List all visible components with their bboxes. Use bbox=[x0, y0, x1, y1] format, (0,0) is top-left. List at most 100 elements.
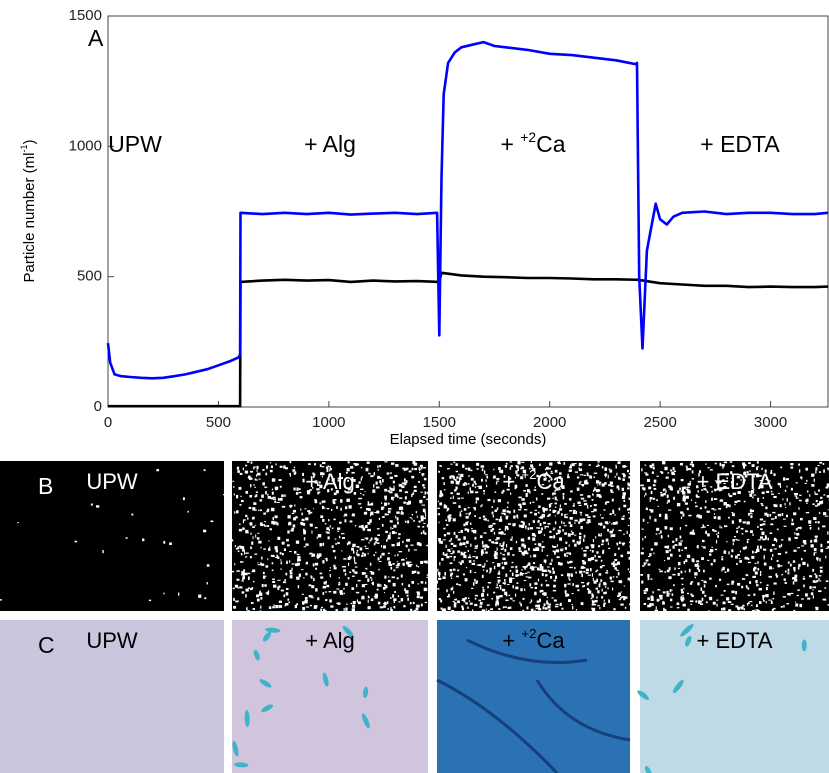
particle bbox=[452, 600, 455, 603]
particle bbox=[467, 528, 470, 533]
particle bbox=[404, 468, 408, 471]
particle bbox=[252, 569, 256, 572]
particle bbox=[351, 569, 355, 572]
particle bbox=[509, 580, 513, 583]
particle bbox=[697, 563, 699, 567]
particle bbox=[515, 470, 518, 474]
particle bbox=[546, 554, 549, 557]
particle bbox=[437, 577, 442, 580]
particle bbox=[475, 581, 478, 584]
particle bbox=[827, 509, 829, 511]
particle bbox=[483, 490, 485, 492]
particle bbox=[320, 472, 323, 476]
particle bbox=[648, 486, 652, 488]
particle bbox=[552, 589, 557, 592]
particle bbox=[622, 492, 626, 496]
particle bbox=[770, 490, 773, 493]
particle bbox=[379, 606, 384, 609]
particle bbox=[405, 480, 408, 484]
particle bbox=[494, 491, 497, 494]
particle bbox=[338, 583, 341, 586]
particle bbox=[550, 470, 553, 473]
particle bbox=[553, 492, 556, 495]
particle bbox=[423, 517, 426, 520]
particle bbox=[482, 515, 486, 518]
particle bbox=[543, 509, 545, 513]
particle bbox=[809, 526, 812, 530]
particle bbox=[462, 542, 466, 546]
particle bbox=[396, 517, 399, 521]
particle bbox=[645, 587, 649, 592]
particle bbox=[301, 512, 303, 516]
particle bbox=[362, 527, 366, 531]
particle bbox=[767, 482, 770, 485]
particle bbox=[387, 601, 389, 605]
particle bbox=[467, 606, 469, 609]
particle bbox=[549, 603, 552, 606]
particle bbox=[399, 489, 402, 492]
particle bbox=[486, 545, 490, 549]
particle bbox=[743, 472, 746, 476]
particle bbox=[734, 504, 736, 506]
particle bbox=[757, 539, 762, 541]
particle bbox=[406, 539, 408, 542]
particle bbox=[700, 527, 703, 529]
image-caption: + Alg bbox=[305, 628, 355, 653]
particle bbox=[269, 462, 272, 464]
particle bbox=[747, 594, 751, 597]
particle bbox=[223, 494, 226, 496]
particle bbox=[672, 679, 684, 694]
particle bbox=[740, 487, 742, 489]
particle bbox=[536, 600, 540, 603]
particle bbox=[737, 609, 740, 611]
particle bbox=[814, 535, 818, 538]
particle bbox=[709, 469, 713, 471]
particle bbox=[671, 589, 673, 591]
particle bbox=[680, 577, 684, 580]
particle bbox=[776, 575, 779, 578]
particle bbox=[688, 514, 692, 517]
particle bbox=[742, 462, 746, 466]
particle bbox=[574, 519, 578, 522]
particle bbox=[694, 576, 696, 579]
particle bbox=[340, 499, 343, 503]
particle bbox=[607, 587, 609, 590]
particle bbox=[680, 540, 684, 542]
particle bbox=[511, 561, 514, 564]
particle bbox=[425, 513, 427, 517]
particle bbox=[711, 546, 713, 549]
particle bbox=[483, 518, 487, 521]
particle bbox=[492, 477, 495, 479]
particle bbox=[606, 569, 608, 572]
particle bbox=[411, 581, 415, 584]
particle bbox=[250, 484, 252, 488]
particle bbox=[203, 469, 206, 472]
particle bbox=[809, 575, 813, 578]
particle bbox=[236, 510, 239, 514]
image-caption: + Alg bbox=[305, 469, 355, 494]
particle bbox=[768, 599, 772, 601]
particle bbox=[679, 535, 682, 539]
particle bbox=[628, 472, 630, 475]
particle bbox=[417, 525, 420, 528]
particle bbox=[458, 561, 460, 564]
particle bbox=[624, 606, 627, 609]
particle bbox=[559, 602, 562, 607]
particle bbox=[773, 591, 775, 595]
particle bbox=[423, 477, 427, 481]
particle bbox=[739, 560, 742, 563]
particle bbox=[507, 501, 509, 504]
particle bbox=[485, 479, 487, 482]
particle bbox=[706, 491, 709, 494]
particle bbox=[326, 468, 329, 473]
particle bbox=[254, 524, 256, 526]
particle bbox=[573, 509, 576, 514]
particle bbox=[534, 509, 538, 511]
particle bbox=[655, 606, 657, 610]
particle bbox=[293, 509, 297, 513]
x-tick-label: 0 bbox=[104, 414, 112, 431]
particle bbox=[549, 535, 553, 539]
data-line bbox=[106, 40, 829, 380]
particle bbox=[551, 558, 553, 563]
particle bbox=[404, 520, 407, 523]
